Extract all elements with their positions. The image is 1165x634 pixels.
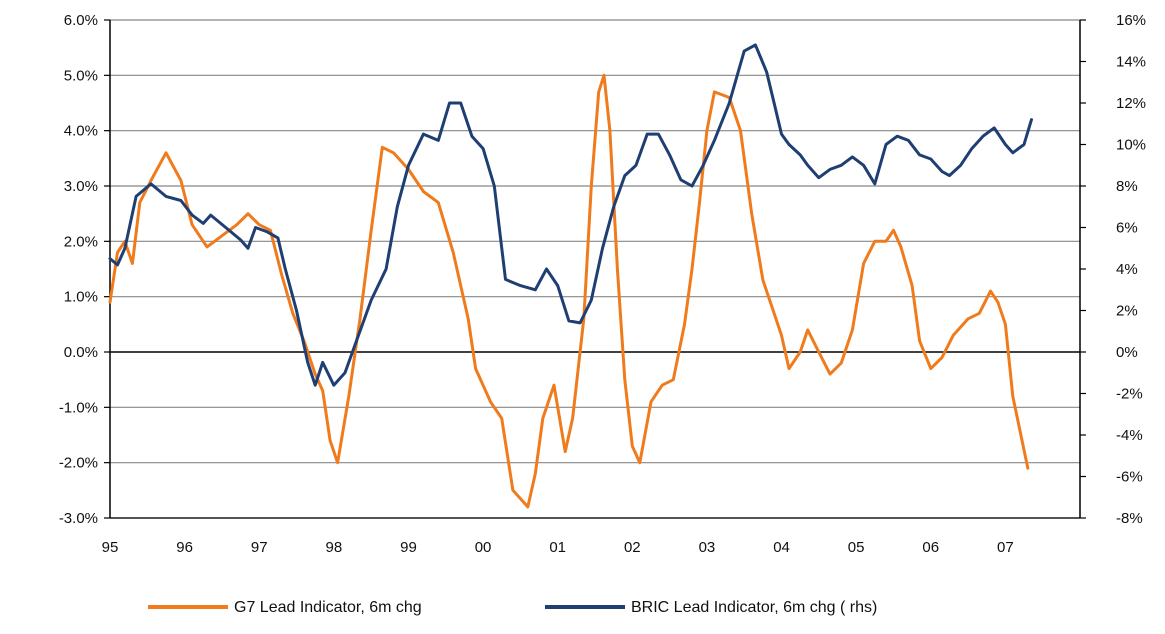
left-tick-label: 2.0% [64, 233, 98, 250]
x-tick-label: 02 [624, 539, 641, 556]
x-tick-label: 03 [699, 539, 716, 556]
left-tick-label: 1.0% [64, 289, 98, 306]
gridlines [110, 19, 1080, 519]
right-tick-label: 2% [1116, 303, 1138, 320]
x-tick-label: 06 [922, 539, 939, 556]
right-tick-label: 6% [1116, 220, 1138, 237]
left-tick-label: 6.0% [64, 12, 98, 29]
series-line-bric [108, 43, 1033, 387]
right-tick-label: 10% [1116, 137, 1146, 154]
left-tick-label: 0.0% [64, 344, 98, 361]
right-tick-label: 0% [1116, 344, 1138, 361]
left-tick-label: -1.0% [59, 399, 98, 416]
right-tick-label: -8% [1116, 510, 1143, 527]
x-tick-label: 04 [773, 539, 790, 556]
legend: G7 Lead Indicator, 6m chg BRIC Lead Indic… [148, 599, 877, 616]
x-tick-label: 95 [102, 539, 119, 556]
series-line-g7 [108, 73, 1030, 509]
left-tick-label: 4.0% [64, 123, 98, 140]
x-tick-label: 99 [400, 539, 417, 556]
right-tick-label: 4% [1116, 261, 1138, 278]
x-tick-label: 98 [326, 539, 343, 556]
left-tick-label: 5.0% [64, 67, 98, 84]
x-tick-label: 96 [176, 539, 193, 556]
right-tick-label: -2% [1116, 386, 1143, 403]
x-tick-label: 97 [251, 539, 268, 556]
right-tick-label: 16% [1116, 12, 1146, 29]
legend-label: G7 Lead Indicator, 6m chg [234, 599, 422, 616]
series-lines [108, 43, 1033, 509]
left-tick-label: -3.0% [59, 510, 98, 527]
right-tick-label: -6% [1116, 469, 1143, 486]
x-tick-label: 05 [848, 539, 865, 556]
x-tick-label: 01 [549, 539, 566, 556]
legend-label: BRIC Lead Indicator, 6m chg ( rhs) [631, 599, 877, 616]
tick-labels: 6.0% 5.0% 4.0% 3.0% 2.0% 1.0% 0.0% -1.0% -2.0% -3… [59, 12, 1146, 556]
right-tick-label: 8% [1116, 178, 1138, 195]
right-tick-label: -4% [1116, 427, 1143, 444]
x-tick-label: 00 [475, 539, 492, 556]
x-tick-label: 07 [997, 539, 1014, 556]
right-tick-label: 14% [1116, 54, 1146, 71]
left-tick-label: 3.0% [64, 178, 98, 195]
right-tick-label: 12% [1116, 95, 1146, 112]
left-tick-label: -2.0% [59, 455, 98, 472]
axes [104, 19, 1086, 519]
